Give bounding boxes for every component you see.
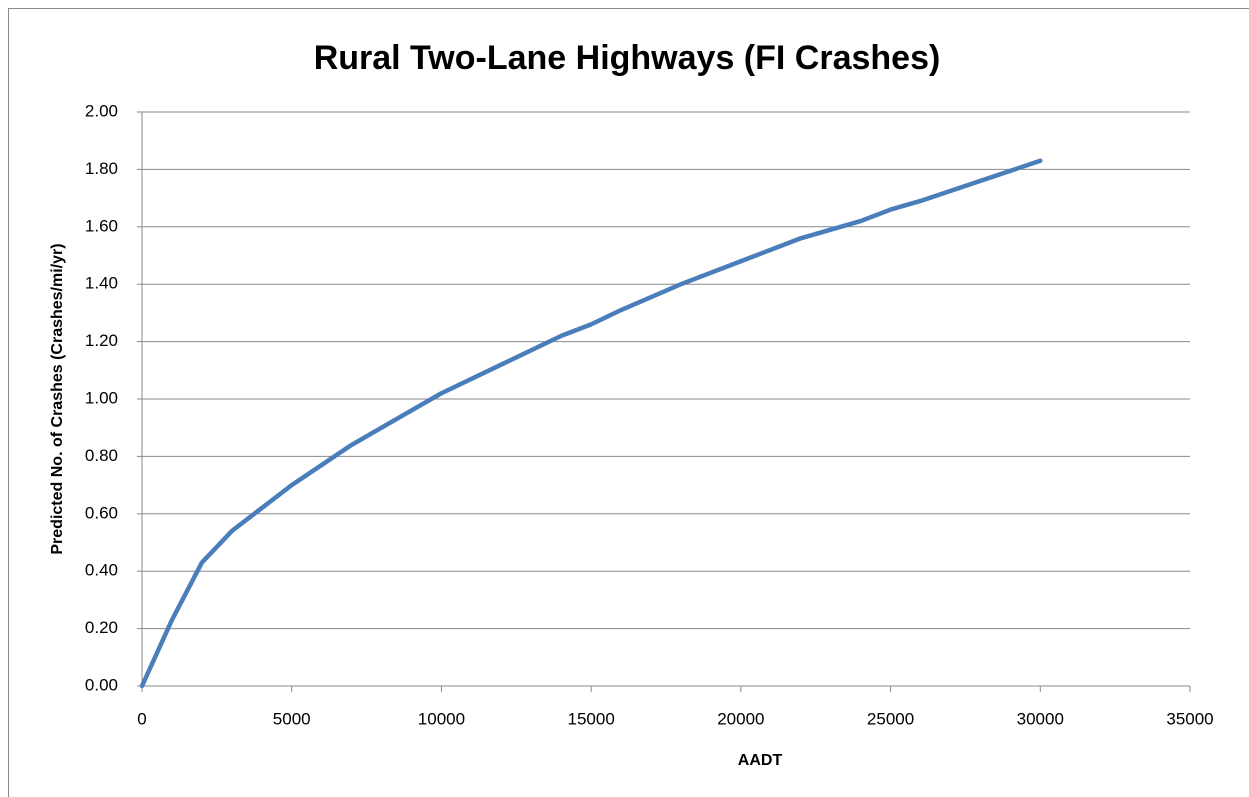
y-tick-label: 0.20: [85, 618, 118, 637]
x-axis-label: AADT: [738, 752, 783, 769]
chart-title: Rural Two-Lane Highways (FI Crashes): [314, 39, 941, 77]
data-line: [139, 158, 1043, 689]
y-tick-label: 2.00: [85, 101, 118, 120]
x-tick-label: 10000: [418, 709, 465, 728]
x-tick-label: 25000: [867, 709, 914, 728]
x-tick-label: 30000: [1017, 709, 1064, 728]
x-tick-label: 5000: [273, 709, 311, 728]
y-tick-label: 0.00: [85, 675, 118, 694]
y-tick-label: 0.80: [85, 446, 118, 465]
y-tick-label: 1.80: [85, 159, 118, 178]
y-axis-label: Predicted No. of Crashes (Crashes/mi/yr): [49, 243, 66, 554]
x-tick-label: 20000: [717, 709, 764, 728]
y-tick-label: 1.40: [85, 274, 118, 293]
y-tick-label: 0.60: [85, 503, 118, 522]
y-tick-label: 1.20: [85, 331, 118, 350]
chart-border: [8, 8, 1249, 797]
x-tick-label: 15000: [568, 709, 615, 728]
y-tick-label: 0.40: [85, 561, 118, 580]
x-tick-label: 35000: [1166, 709, 1213, 728]
x-tick-label: 0: [137, 709, 146, 728]
y-tick-label: 1.00: [85, 388, 118, 407]
y-tick-label: 1.60: [85, 216, 118, 235]
